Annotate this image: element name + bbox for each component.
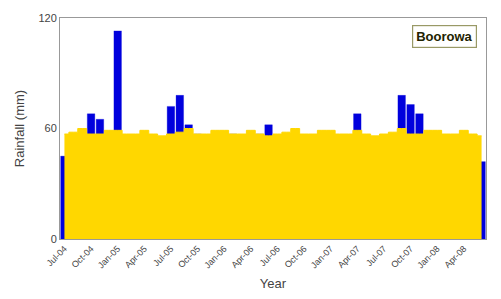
svg-text:Year: Year (260, 276, 287, 291)
svg-text:Jan-06: Jan-06 (202, 244, 229, 271)
svg-text:Oct-05: Oct-05 (176, 244, 202, 270)
svg-text:Rainfall (mm): Rainfall (mm) (12, 90, 27, 167)
svg-text:Jul-05: Jul-05 (151, 244, 175, 268)
svg-text:Boorowa: Boorowa (416, 29, 472, 44)
svg-text:Jul-06: Jul-06 (258, 244, 282, 268)
svg-text:0: 0 (51, 233, 57, 245)
svg-text:Apr-08: Apr-08 (442, 244, 468, 270)
svg-text:Apr-06: Apr-06 (229, 244, 255, 270)
svg-text:Oct-04: Oct-04 (69, 244, 95, 270)
svg-text:60: 60 (45, 122, 57, 134)
svg-text:120: 120 (38, 12, 56, 24)
svg-text:Jan-08: Jan-08 (415, 244, 442, 271)
svg-text:Apr-07: Apr-07 (336, 244, 362, 270)
svg-text:Jul-04: Jul-04 (45, 244, 69, 268)
svg-text:Jul-07: Jul-07 (364, 244, 388, 268)
svg-text:Jan-07: Jan-07 (309, 244, 336, 271)
svg-text:Oct-07: Oct-07 (389, 244, 415, 270)
svg-text:Oct-06: Oct-06 (282, 244, 308, 270)
svg-text:Apr-05: Apr-05 (123, 244, 149, 270)
svg-text:Jan-05: Jan-05 (96, 244, 123, 271)
